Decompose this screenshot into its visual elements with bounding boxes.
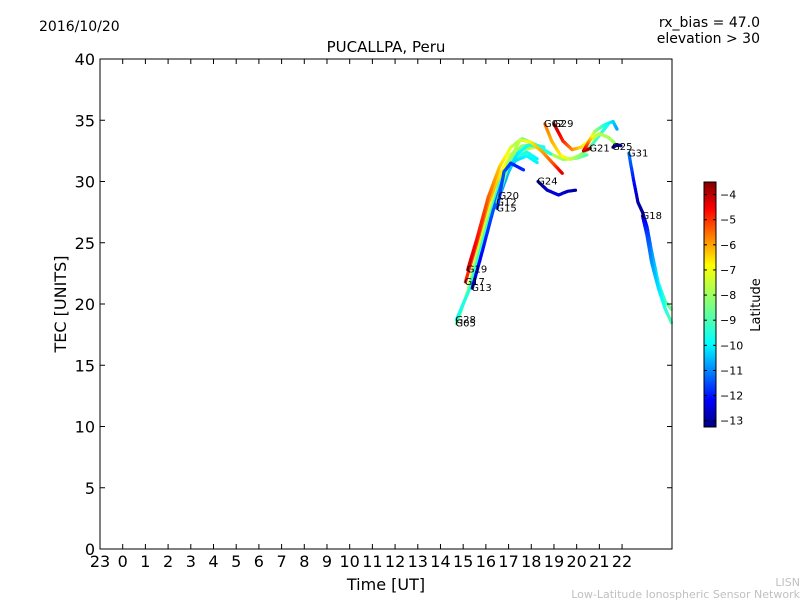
x-tick-label: 12 — [385, 552, 405, 571]
elevation-label: elevation > 30 — [657, 31, 760, 47]
colorbar-tick-label: −11 — [720, 364, 743, 377]
data-points — [454, 119, 674, 326]
y-tick-label: 30 — [75, 173, 95, 192]
x-tick-label: 21 — [589, 552, 609, 571]
series-label: G29 — [553, 119, 573, 130]
data-point — [619, 144, 623, 148]
x-tick-label: 16 — [476, 552, 496, 571]
data-point — [535, 160, 539, 165]
colorbar-ticks: −4 −5 −6 −7 −8 −9 −10 −11 −12 −13 — [704, 189, 743, 428]
data-point — [549, 152, 553, 156]
x-tick-label: 0 — [118, 552, 128, 571]
series-label: G28 — [455, 315, 475, 326]
colorbar — [703, 181, 717, 428]
series-g24 — [536, 179, 578, 197]
colorbar-label: Latitude — [749, 278, 764, 332]
series-label: G12 — [496, 197, 516, 208]
x-tick-label: 23 — [90, 552, 110, 571]
series-g31 — [627, 151, 673, 311]
colorbar-tick-label: −13 — [720, 415, 743, 428]
plot-area — [99, 58, 673, 550]
y-tick-label: 15 — [75, 356, 95, 375]
x-tick-label: 19 — [544, 552, 564, 571]
series-g15 — [495, 161, 526, 210]
x-tick-label: 22 — [612, 552, 632, 571]
credit-lisn: LISN — [775, 576, 800, 589]
y-axis-label: TEC [UNITS] — [51, 256, 70, 354]
series-label: G31 — [628, 148, 648, 159]
data-point — [521, 168, 526, 172]
x-tick-label: 2 — [163, 552, 173, 571]
x-axis: 23 0 1 2 3 4 5 6 7 8 9 10 11 12 13 14 15 16 17 18 19 20 21 22 — [90, 59, 632, 571]
colorbar-tick-label: −5 — [720, 214, 736, 227]
x-tick-label: 10 — [340, 552, 360, 571]
x-tick-label: 1 — [140, 552, 150, 571]
data-point — [615, 127, 619, 131]
credit-network: Low-Latitude Ionospheric Sensor Network — [571, 588, 800, 600]
series-label: G25 — [612, 142, 632, 153]
series-label: G17 — [464, 277, 484, 288]
series-g05 — [454, 145, 589, 326]
y-tick-label: 40 — [75, 50, 95, 69]
x-tick-label: 7 — [276, 552, 286, 571]
colorbar-tick-label: −12 — [720, 390, 743, 403]
series-g18 — [640, 214, 674, 325]
y-axis: 0 5 10 15 20 25 30 35 40 — [75, 50, 672, 559]
x-tick-label: 9 — [322, 552, 332, 571]
colorbar-tick-label: −4 — [720, 189, 736, 202]
x-tick-label: 13 — [408, 552, 428, 571]
series-label: G21 — [589, 143, 609, 154]
x-axis-label: Time [UT] — [346, 575, 425, 594]
x-tick-label: 5 — [231, 552, 241, 571]
y-tick-label: 0 — [85, 540, 95, 559]
x-tick-label: 3 — [186, 552, 196, 571]
series-label: G13 — [471, 283, 491, 294]
colorbar-tick-label: −8 — [720, 289, 736, 302]
x-tick-label: 20 — [566, 552, 586, 571]
data-point — [612, 141, 617, 145]
series-g25 — [611, 143, 623, 149]
x-tick-label: 18 — [521, 552, 541, 571]
date-label: 2016/10/20 — [39, 19, 120, 35]
series-label: G20 — [498, 191, 518, 202]
y-tick-label: 35 — [75, 111, 95, 130]
x-tick-label: 4 — [208, 552, 218, 571]
data-point — [560, 171, 564, 175]
series-label: G24 — [537, 177, 557, 188]
colorbar-tick-label: −7 — [720, 264, 736, 277]
x-tick-label: 15 — [453, 552, 473, 571]
y-tick-label: 25 — [75, 234, 95, 253]
rx-bias-label: rx_bias = 47.0 — [659, 15, 760, 31]
chart-title: PUCALLPA, Peru — [327, 38, 446, 56]
colorbar-tick-label: −6 — [720, 239, 736, 252]
series-label: G02 — [544, 119, 564, 130]
series-label: G18 — [641, 211, 661, 222]
x-tick-label: 6 — [254, 552, 264, 571]
y-tick-label: 5 — [85, 479, 95, 498]
series-g21 — [581, 119, 619, 153]
data-point — [535, 157, 539, 161]
x-tick-label: 14 — [430, 552, 450, 571]
data-point — [573, 188, 578, 192]
x-tick-label: 8 — [299, 552, 309, 571]
series-label: G15 — [496, 203, 516, 214]
y-tick-label: 20 — [75, 295, 95, 314]
y-tick-label: 10 — [75, 418, 95, 437]
x-tick-label: 17 — [498, 552, 518, 571]
colorbar-tick-label: −10 — [720, 339, 743, 352]
colorbar-tick-label: −9 — [720, 314, 736, 327]
series-label: G05 — [455, 319, 475, 330]
data-point — [585, 153, 589, 157]
x-tick-label: 11 — [362, 552, 382, 571]
series-label: G19 — [467, 265, 487, 276]
